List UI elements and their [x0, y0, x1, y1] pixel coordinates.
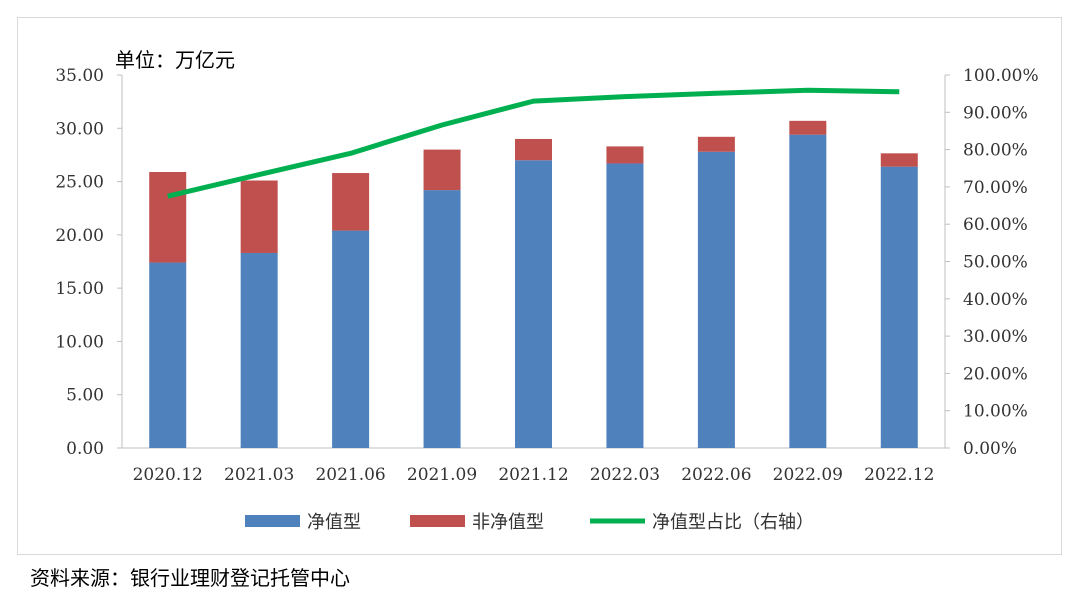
- legend-swatch: [410, 515, 465, 527]
- left-tick-label: 35.00: [55, 66, 104, 86]
- bar-net-value: [880, 166, 918, 448]
- bar-net-value: [789, 134, 827, 448]
- right-tick-label: 0.00%: [963, 439, 1017, 459]
- right-tick-label: 60.00%: [963, 215, 1028, 235]
- unit-label: 单位：万亿元: [115, 48, 235, 72]
- bar-non-net-value: [606, 146, 644, 164]
- legend-label: 净值型占比（右轴）: [652, 512, 814, 533]
- bar-net-value: [149, 262, 187, 448]
- bar-non-net-value: [515, 138, 552, 161]
- chart-frame: [17, 17, 1062, 555]
- left-tick-label: 20.00: [55, 226, 104, 246]
- legend-swatch: [245, 515, 300, 527]
- left-tick-label: 10.00: [55, 332, 104, 352]
- right-tick-label: 30.00%: [963, 327, 1028, 347]
- left-tick-label: 0.00: [66, 439, 104, 459]
- x-tick-label: 2022.06: [681, 465, 751, 485]
- right-tick-label: 80.00%: [963, 141, 1028, 161]
- left-tick-label: 5.00: [66, 386, 104, 406]
- legend-label: 净值型: [307, 512, 361, 533]
- bar-net-value: [240, 252, 278, 448]
- x-tick-label: 2020.12: [133, 465, 203, 485]
- x-tick-label: 2022.12: [864, 465, 934, 485]
- source-note: 资料来源：银行业理财登记托管中心: [30, 566, 350, 590]
- x-tick-label: 2022.09: [773, 465, 843, 485]
- legend-label: 非净值型: [472, 512, 544, 533]
- left-tick-label: 15.00: [55, 279, 104, 299]
- left-tick-label: 25.00: [55, 173, 104, 193]
- left-tick-label: 30.00: [55, 119, 104, 139]
- bar-net-value: [515, 160, 552, 448]
- right-tick-label: 10.00%: [963, 402, 1028, 422]
- right-tick-label: 70.00%: [963, 178, 1028, 198]
- bar-net-value: [332, 230, 370, 448]
- right-tick-label: 50.00%: [963, 253, 1028, 273]
- bar-non-net-value: [789, 120, 827, 135]
- right-tick-label: 90.00%: [963, 103, 1028, 123]
- x-tick-label: 2021.03: [224, 465, 294, 485]
- bar-non-net-value: [423, 149, 461, 191]
- bar-non-net-value: [240, 180, 278, 253]
- bar-non-net-value: [697, 136, 735, 152]
- right-tick-label: 100.00%: [963, 66, 1039, 86]
- bar-net-value: [606, 163, 644, 448]
- x-tick-label: 2021.12: [498, 465, 568, 485]
- right-tick-label: 20.00%: [963, 364, 1028, 384]
- x-tick-label: 2021.09: [407, 465, 477, 485]
- bar-non-net-value: [149, 171, 187, 263]
- x-tick-label: 2021.06: [315, 465, 385, 485]
- bar-net-value: [423, 190, 461, 448]
- bar-non-net-value: [332, 173, 370, 231]
- right-tick-label: 40.00%: [963, 290, 1028, 310]
- x-tick-label: 2022.03: [590, 465, 660, 485]
- bar-non-net-value: [880, 153, 918, 167]
- bar-net-value: [697, 151, 735, 448]
